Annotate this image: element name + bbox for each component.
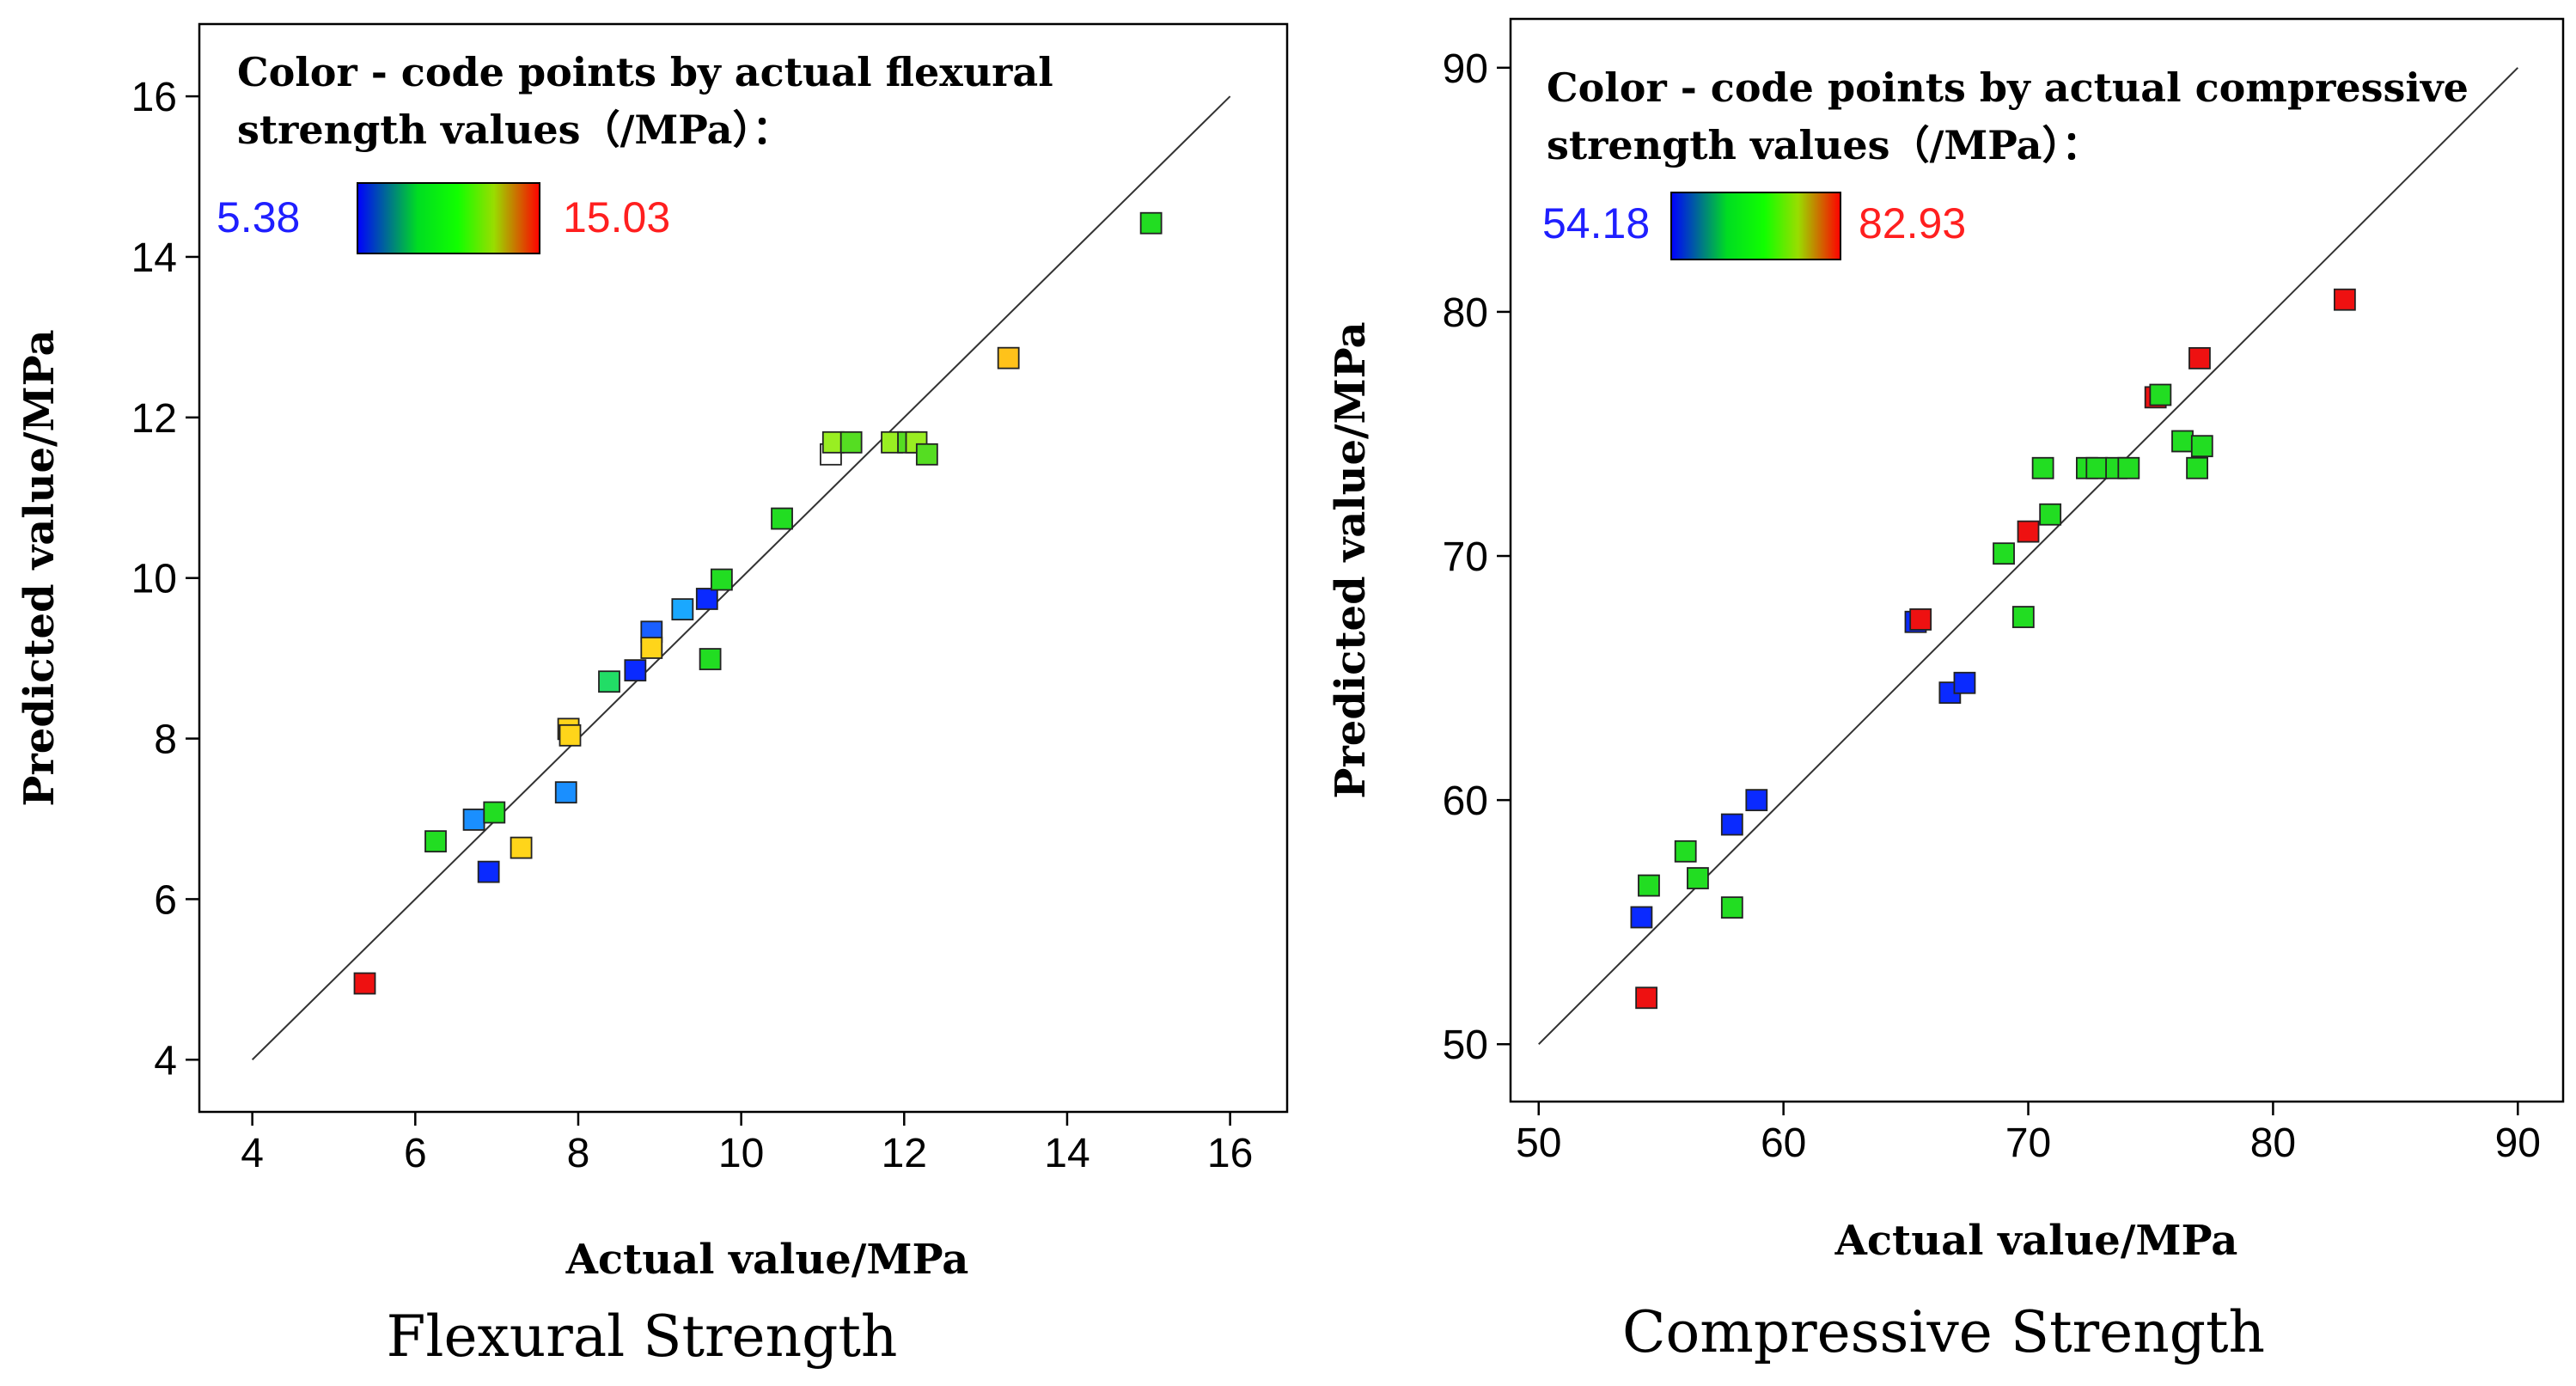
x-tick-label: 4 bbox=[241, 1131, 264, 1176]
data-point bbox=[1638, 874, 1660, 897]
plot-frame bbox=[1509, 17, 2565, 1103]
y-tick-label: 4 bbox=[154, 1038, 177, 1084]
x-tick-label: 6 bbox=[404, 1131, 427, 1176]
data-point bbox=[699, 648, 722, 670]
data-point bbox=[2333, 288, 2356, 311]
x-tick-label: 8 bbox=[567, 1131, 590, 1176]
x-axis-label: Actual value/MPa bbox=[1834, 1217, 2238, 1265]
x-tick-label: 10 bbox=[718, 1131, 764, 1176]
color-scale-bar bbox=[357, 182, 540, 254]
y-tick-label: 60 bbox=[1443, 778, 1488, 824]
data-point bbox=[554, 781, 577, 804]
y-tick-label: 14 bbox=[131, 235, 177, 281]
y-tick-label: 70 bbox=[1443, 534, 1488, 580]
compressive-chart: 50 60 70 80 90 50 60 70 80 90 Color - code point… bbox=[1327, 17, 2565, 1365]
x-tick-label: 90 bbox=[2495, 1120, 2541, 1166]
data-point bbox=[640, 637, 663, 659]
x-tick-label: 16 bbox=[1207, 1131, 1253, 1176]
data-point bbox=[2017, 520, 2040, 543]
x-tick-label: 12 bbox=[882, 1131, 927, 1176]
y-tick-label: 50 bbox=[1443, 1023, 1488, 1068]
data-point bbox=[1745, 789, 1768, 812]
x-tick-label: 60 bbox=[1761, 1120, 1806, 1166]
data-point bbox=[710, 568, 733, 591]
data-point bbox=[2188, 347, 2211, 369]
data-point bbox=[1993, 542, 2015, 565]
y-tick-label: 10 bbox=[131, 557, 177, 602]
data-point bbox=[2149, 383, 2172, 406]
data-point bbox=[510, 836, 533, 859]
y-axis-label: Predicted value/MPa bbox=[15, 329, 64, 806]
data-point bbox=[353, 972, 376, 995]
data-point bbox=[2011, 606, 2035, 628]
data-point bbox=[2117, 456, 2140, 479]
data-point bbox=[559, 724, 582, 747]
color-scale-max-label: 82.93 bbox=[1859, 199, 1966, 247]
x-tick-label: 80 bbox=[2250, 1120, 2296, 1166]
data-point bbox=[1687, 867, 1709, 889]
data-point bbox=[997, 346, 1020, 369]
data-point bbox=[1139, 211, 1163, 235]
color-scale-max-label: 15.03 bbox=[563, 193, 670, 241]
data-point bbox=[1635, 986, 1658, 1010]
data-point bbox=[624, 659, 647, 682]
legend-title-line1: Color - code points by actual flexural bbox=[237, 49, 1053, 95]
flexural-chart: 4 6 8 10 12 14 16 4 6 8 10 12 14 16 Color - code poi… bbox=[15, 22, 1289, 1370]
color-scale-min-label: 54.18 bbox=[1542, 199, 1650, 247]
data-point bbox=[462, 809, 485, 831]
data-point bbox=[1674, 840, 1697, 863]
data-point bbox=[771, 507, 793, 530]
data-point bbox=[1953, 671, 1976, 694]
data-point bbox=[1630, 906, 1653, 929]
data-point bbox=[2085, 456, 2109, 479]
diagonal-reference-line bbox=[251, 95, 1231, 1060]
x-tick-label: 14 bbox=[1044, 1131, 1090, 1176]
data-point bbox=[424, 830, 447, 853]
data-point bbox=[671, 598, 694, 621]
color-scale-bar bbox=[1670, 192, 1841, 260]
data-point bbox=[598, 670, 620, 693]
data-point bbox=[2039, 503, 2062, 526]
legend-title-line2: strength values（/MPa）： bbox=[237, 107, 791, 153]
data-point bbox=[1720, 896, 1743, 919]
x-axis-label: Actual value/MPa bbox=[565, 1236, 969, 1284]
data-point bbox=[2031, 456, 2054, 479]
data-point bbox=[2171, 430, 2194, 453]
y-axis-label: Predicted value/MPa bbox=[1327, 321, 1375, 798]
y-tick-label: 8 bbox=[154, 717, 177, 763]
color-scale-min-label: 5.38 bbox=[217, 193, 300, 241]
y-tick-label: 80 bbox=[1443, 290, 1488, 336]
x-tick-label: 70 bbox=[2005, 1120, 2051, 1166]
data-point bbox=[2186, 456, 2208, 479]
data-point bbox=[2190, 435, 2213, 458]
legend-title-line2: strength values（/MPa）： bbox=[1547, 122, 2101, 168]
y-tick-label: 90 bbox=[1443, 46, 1488, 92]
data-point bbox=[839, 430, 863, 454]
data-point bbox=[695, 588, 718, 610]
data-point bbox=[1909, 608, 1932, 631]
legend-title-line1: Color - code points by actual compressiv… bbox=[1547, 64, 2469, 111]
y-tick-label: 12 bbox=[131, 396, 177, 442]
y-tick-label: 16 bbox=[131, 75, 177, 120]
chart-title: Flexural Strength bbox=[387, 1304, 898, 1370]
data-point bbox=[1720, 813, 1743, 836]
x-tick-label: 50 bbox=[1516, 1120, 1561, 1166]
data-point bbox=[477, 860, 500, 883]
data-point bbox=[483, 801, 506, 824]
chart-title: Compressive Strength bbox=[1622, 1299, 2265, 1365]
y-tick-label: 6 bbox=[154, 877, 177, 923]
data-point bbox=[915, 443, 938, 466]
